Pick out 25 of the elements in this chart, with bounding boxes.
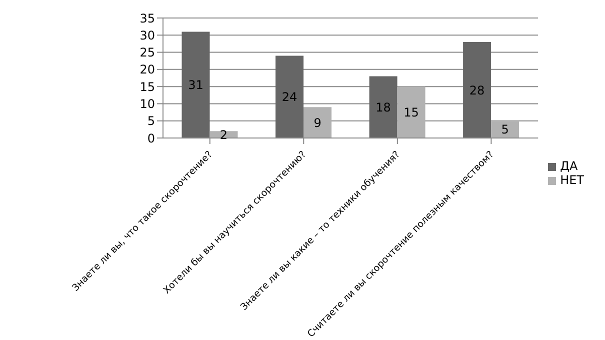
y-tick-label: 30 — [140, 28, 155, 42]
data-label: 31 — [188, 78, 204, 92]
legend-label: ДА — [560, 159, 578, 173]
y-tick-label: 5 — [147, 114, 155, 128]
data-label: 9 — [314, 116, 322, 130]
data-label: 2 — [220, 128, 228, 142]
bar — [463, 42, 492, 138]
bar — [182, 32, 210, 138]
y-tick-label: 25 — [140, 46, 155, 60]
y-tick-label: 20 — [140, 62, 155, 77]
bar — [304, 107, 332, 138]
data-label: 28 — [469, 83, 485, 98]
y-tick-label: 10 — [140, 96, 155, 111]
bar — [491, 120, 520, 138]
y-tick-label: 15 — [140, 80, 155, 94]
legend-label: НЕТ — [560, 173, 584, 187]
data-label: 5 — [501, 122, 509, 137]
y-tick-label: 35 — [140, 11, 155, 26]
data-label: 15 — [404, 106, 419, 120]
data-label: 18 — [376, 100, 391, 114]
y-tick-label: 0 — [147, 131, 155, 146]
bar — [276, 56, 304, 138]
data-label: 24 — [282, 90, 298, 104]
bar — [369, 76, 398, 138]
bar — [397, 86, 426, 138]
